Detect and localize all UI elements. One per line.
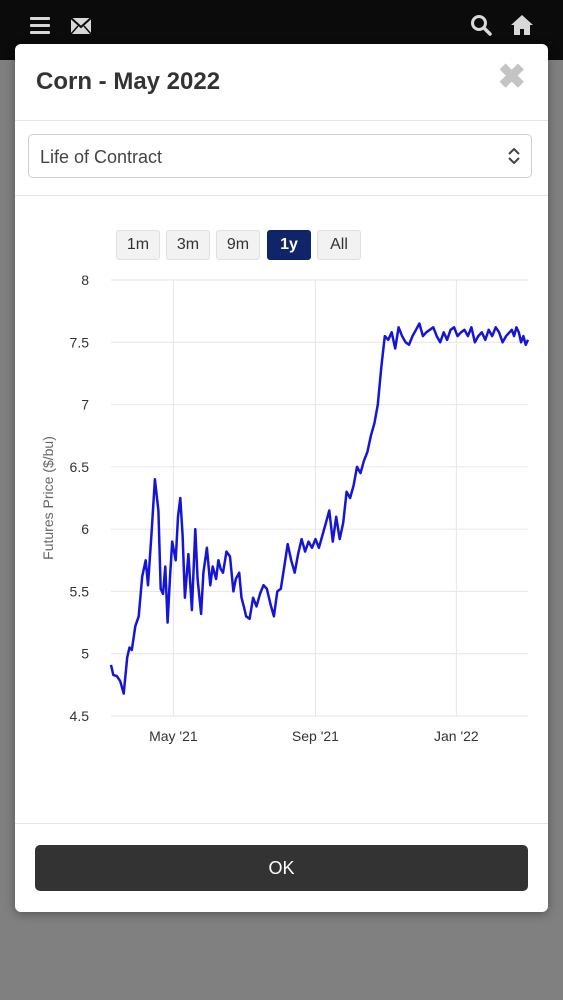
period-select-row: Life of Contract [15, 121, 548, 196]
modal-title: Corn - May 2022 [36, 68, 221, 95]
y-axis-label: Futures Price ($/bu) [40, 436, 56, 560]
y-tick-label: 6.5 [70, 459, 90, 475]
y-tick-label: 8 [81, 272, 89, 288]
y-tick-label: 7.5 [70, 334, 90, 350]
price-chart: 4.5 5 5.5 6 6.5 7 7.5 8 May '21 Sep '21 Jan '22 Fut… [40, 272, 530, 744]
modal-dialog: Corn - May 2022 ✖ Life of Contract 1m 3m… [15, 44, 548, 912]
range-all-button[interactable]: All [317, 230, 361, 260]
range-9m-button[interactable]: 9m [216, 230, 260, 260]
modal-header: Corn - May 2022 ✖ [15, 44, 548, 121]
modal-footer: OK [15, 823, 548, 912]
y-tick-label: 5 [81, 646, 89, 662]
x-tick-label: Jan '22 [434, 728, 479, 744]
x-tick-label: May '21 [149, 728, 198, 744]
range-1m-button[interactable]: 1m [116, 230, 160, 260]
period-select[interactable]: Life of Contract [28, 134, 532, 178]
range-1y-button[interactable]: 1y [267, 230, 311, 260]
y-tick-label: 4.5 [70, 708, 90, 724]
ok-button[interactable]: OK [35, 845, 528, 891]
close-icon[interactable]: ✖ [497, 58, 527, 96]
y-tick-label: 7 [81, 397, 89, 413]
menu-icon[interactable] [30, 14, 54, 38]
search-icon[interactable] [470, 14, 494, 38]
period-select-value: Life of Contract [40, 147, 163, 167]
y-tick-label: 6 [81, 521, 89, 537]
mail-icon[interactable] [70, 14, 94, 38]
home-icon[interactable] [510, 14, 534, 38]
y-tick-label: 5.5 [70, 583, 90, 599]
x-tick-label: Sep '21 [292, 728, 339, 744]
price-series-line [109, 322, 530, 695]
range-3m-button[interactable]: 3m [166, 230, 210, 260]
updown-chevron-icon [508, 147, 520, 165]
